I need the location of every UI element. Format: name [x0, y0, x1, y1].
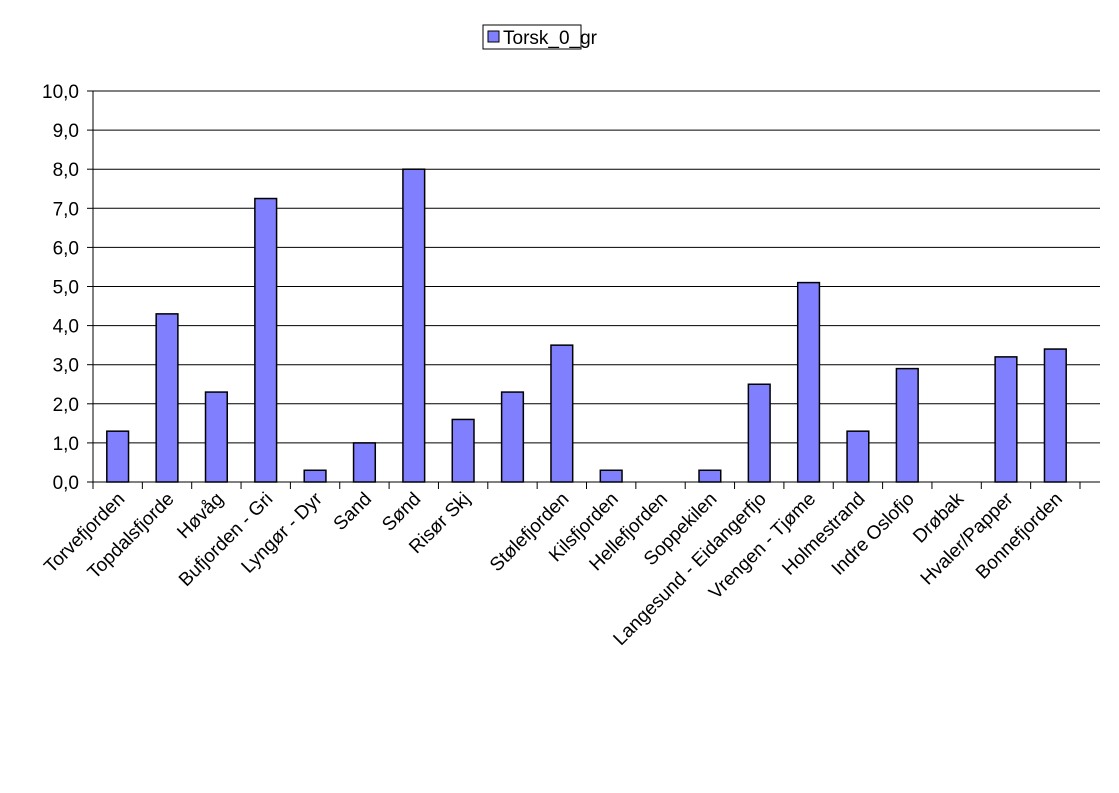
- legend-label: Torsk_0_gr: [503, 28, 598, 49]
- bar: [402, 168, 426, 483]
- bar: [352, 442, 377, 483]
- bar: [204, 391, 228, 483]
- bar: [155, 313, 179, 483]
- x-tick-label: Sand: [330, 489, 376, 535]
- bar: [451, 418, 475, 483]
- bar: [550, 344, 574, 483]
- x-tick-label: Bonnefjorden: [972, 489, 1067, 584]
- bar: [500, 391, 525, 483]
- y-tick-label: 5,0: [53, 278, 79, 299]
- bar: [994, 356, 1018, 483]
- bar: [106, 430, 130, 483]
- y-tick-label: 10,0: [42, 82, 79, 103]
- bar: [747, 383, 771, 483]
- y-tick-label: 9,0: [53, 121, 79, 142]
- y-tick-label: 4,0: [53, 317, 79, 338]
- y-tick-label: 6,0: [53, 238, 79, 259]
- bar: [599, 469, 623, 483]
- y-tick-label: 3,0: [53, 356, 79, 377]
- bar: [698, 469, 722, 483]
- bar: [254, 197, 278, 483]
- bar: [846, 430, 870, 483]
- y-tick-label: 7,0: [53, 199, 79, 220]
- x-tick-label: Topdalsfjorde: [84, 489, 179, 584]
- legend: Torsk_0_gr: [482, 24, 598, 50]
- y-tick-label: 2,0: [53, 395, 79, 416]
- bar: [796, 281, 821, 483]
- bar: [895, 367, 919, 483]
- bar: [303, 469, 327, 483]
- y-tick-label: 0,0: [53, 473, 79, 494]
- y-tick-label: 1,0: [53, 434, 79, 455]
- x-tick-label: Sønd: [378, 489, 425, 536]
- bar: [1043, 348, 1067, 483]
- y-tick-label: 8,0: [53, 160, 79, 181]
- legend-swatch: [487, 30, 500, 43]
